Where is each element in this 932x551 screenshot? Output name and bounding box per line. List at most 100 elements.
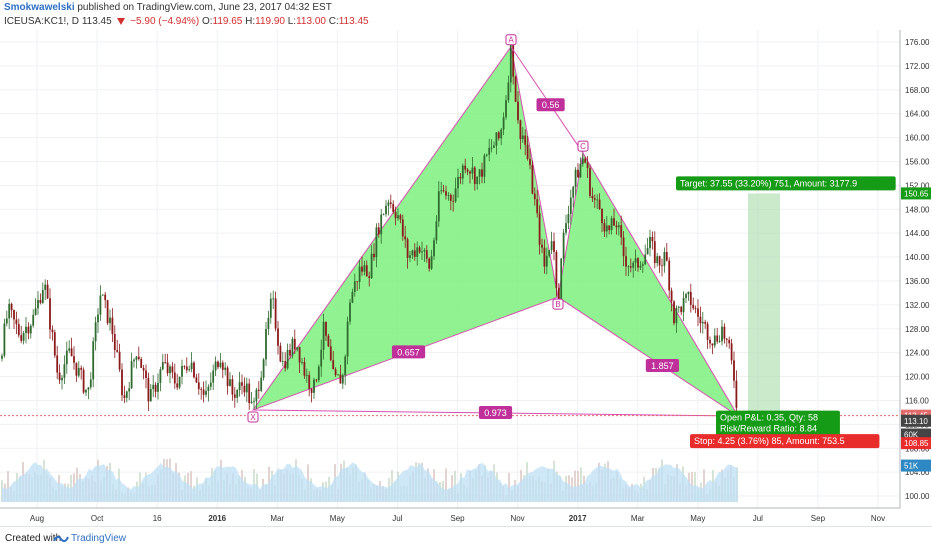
- candle-body: [373, 253, 375, 258]
- candle-body: [233, 394, 236, 398]
- candle-body: [675, 307, 678, 324]
- candle-body: [507, 82, 510, 101]
- candle-body: [483, 155, 486, 177]
- candle-body: [15, 319, 18, 325]
- high-label: H:: [245, 16, 256, 27]
- price-tick-label: 160.00: [905, 134, 930, 143]
- candle-body: [433, 240, 435, 257]
- time-tick-label: Jul: [753, 514, 763, 523]
- candle-body: [178, 376, 181, 388]
- candle-body: [298, 347, 301, 363]
- candle-body: [286, 349, 289, 369]
- candle-body: [620, 225, 623, 238]
- candle-body: [533, 193, 536, 200]
- candle-body: [584, 158, 587, 163]
- candle-body: [37, 300, 39, 309]
- candle-body: [339, 374, 342, 384]
- tradingview-brand[interactable]: TradingView: [71, 533, 127, 544]
- candle-body: [543, 247, 546, 267]
- candle-body: [89, 379, 92, 388]
- candle-body: [193, 362, 195, 378]
- time-axis[interactable]: Aug Oct 16 2016 Mar May Jul Sep Nov 2017 Mar May Jul…: [30, 514, 885, 523]
- price-change: −5.90 (−4.94%): [130, 16, 200, 27]
- candle-body: [685, 294, 687, 299]
- candle-body: [56, 355, 59, 373]
- candle-body: [49, 298, 51, 330]
- candle-body: [478, 169, 481, 177]
- target-label-text: Target: 37.55 (33.20%) 751, Amount: 3177…: [680, 178, 857, 188]
- candle-body: [627, 266, 630, 268]
- candle-body: [706, 323, 709, 340]
- candle-body: [649, 236, 651, 249]
- candle-body: [284, 361, 287, 369]
- candle-body: [123, 395, 126, 398]
- candle-body: [399, 215, 402, 220]
- candle-body: [716, 335, 719, 342]
- price-tick-label: 136.00: [905, 277, 930, 286]
- price-tick-label: 116.00: [905, 396, 929, 405]
- candle-body: [557, 288, 560, 299]
- candle-body: [370, 253, 373, 278]
- candle-body: [629, 266, 632, 268]
- candle-body: [718, 341, 721, 343]
- candle-body: [116, 350, 119, 352]
- candle-body: [485, 154, 488, 156]
- footer: Created with TradingView: [0, 526, 932, 551]
- candle-body: [13, 310, 15, 320]
- candle-body: [209, 382, 212, 387]
- candle-body: [65, 350, 68, 365]
- candle-body: [661, 265, 663, 267]
- target-zone: [748, 193, 780, 416]
- candle-body: [337, 374, 339, 376]
- candle-body: [70, 348, 73, 357]
- point-badge: [247, 411, 259, 423]
- candle-body: [401, 219, 404, 237]
- candle-body: [473, 167, 476, 185]
- price-chart[interactable]: X A B C 0.56 0.657 1.857 0.973 Target: 37.55 (3…: [0, 30, 932, 526]
- candle-body: [392, 203, 395, 212]
- price-tick-label: 104.00: [905, 468, 930, 477]
- ratio-label: 0.56: [542, 100, 560, 110]
- candle-body: [130, 361, 133, 389]
- candle-body: [641, 264, 644, 266]
- candle-body: [577, 169, 579, 178]
- candle-body: [721, 326, 723, 342]
- candle-body: [149, 389, 152, 402]
- price-axis[interactable]: 100.00104.00108.00112.00116.00120.00124.…: [905, 38, 930, 501]
- candle-body: [531, 165, 534, 194]
- point-badge: [577, 140, 589, 152]
- candle-body: [605, 225, 608, 232]
- candle-body: [293, 338, 296, 350]
- candle-body: [603, 223, 606, 232]
- point-badge: [552, 298, 564, 310]
- candle-body: [20, 335, 23, 341]
- time-tick-label: May: [330, 514, 345, 523]
- candle-body: [53, 332, 56, 356]
- candle-body: [677, 306, 680, 308]
- candle-body: [567, 214, 570, 224]
- author-name[interactable]: Smokwawelski: [4, 2, 75, 13]
- candle-body: [253, 401, 255, 403]
- candle-body: [637, 258, 639, 268]
- point-label-b: B: [555, 300, 560, 309]
- candle-body: [39, 300, 42, 303]
- candle-body: [361, 266, 363, 272]
- candle-body: [375, 227, 378, 258]
- candle-body: [1, 355, 3, 359]
- candle-body: [622, 237, 625, 257]
- candle-body: [416, 247, 419, 257]
- candle-body: [185, 366, 188, 371]
- high-value: 119.90: [255, 16, 285, 27]
- candle-body: [524, 135, 527, 145]
- candle-body: [634, 258, 637, 263]
- candle-body: [380, 214, 383, 235]
- candle-body: [425, 250, 428, 259]
- candle-body: [617, 225, 620, 228]
- candle-body: [317, 366, 320, 381]
- candle-body: [51, 329, 54, 333]
- candle-body: [291, 338, 294, 356]
- candle-body: [320, 349, 323, 367]
- candle-body: [353, 281, 356, 292]
- candle-body: [632, 262, 635, 268]
- candle-body: [224, 367, 227, 370]
